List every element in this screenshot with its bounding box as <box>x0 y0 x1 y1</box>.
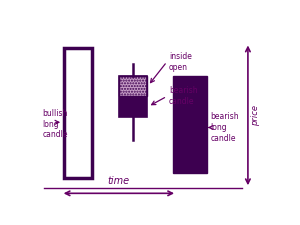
Text: price: price <box>251 105 260 126</box>
Text: time: time <box>108 176 130 186</box>
Bar <box>119 76 147 96</box>
Bar <box>119 96 147 117</box>
Text: bearish
long
candle: bearish long candle <box>210 112 239 143</box>
Text: candle: candle <box>42 130 68 139</box>
Bar <box>173 76 207 173</box>
Text: bullish
long: bullish long <box>42 109 68 129</box>
Bar <box>119 76 147 117</box>
Bar <box>64 48 92 178</box>
Text: inside
open: inside open <box>169 52 192 72</box>
Text: bearish
candle: bearish candle <box>169 86 197 106</box>
Bar <box>119 76 147 96</box>
